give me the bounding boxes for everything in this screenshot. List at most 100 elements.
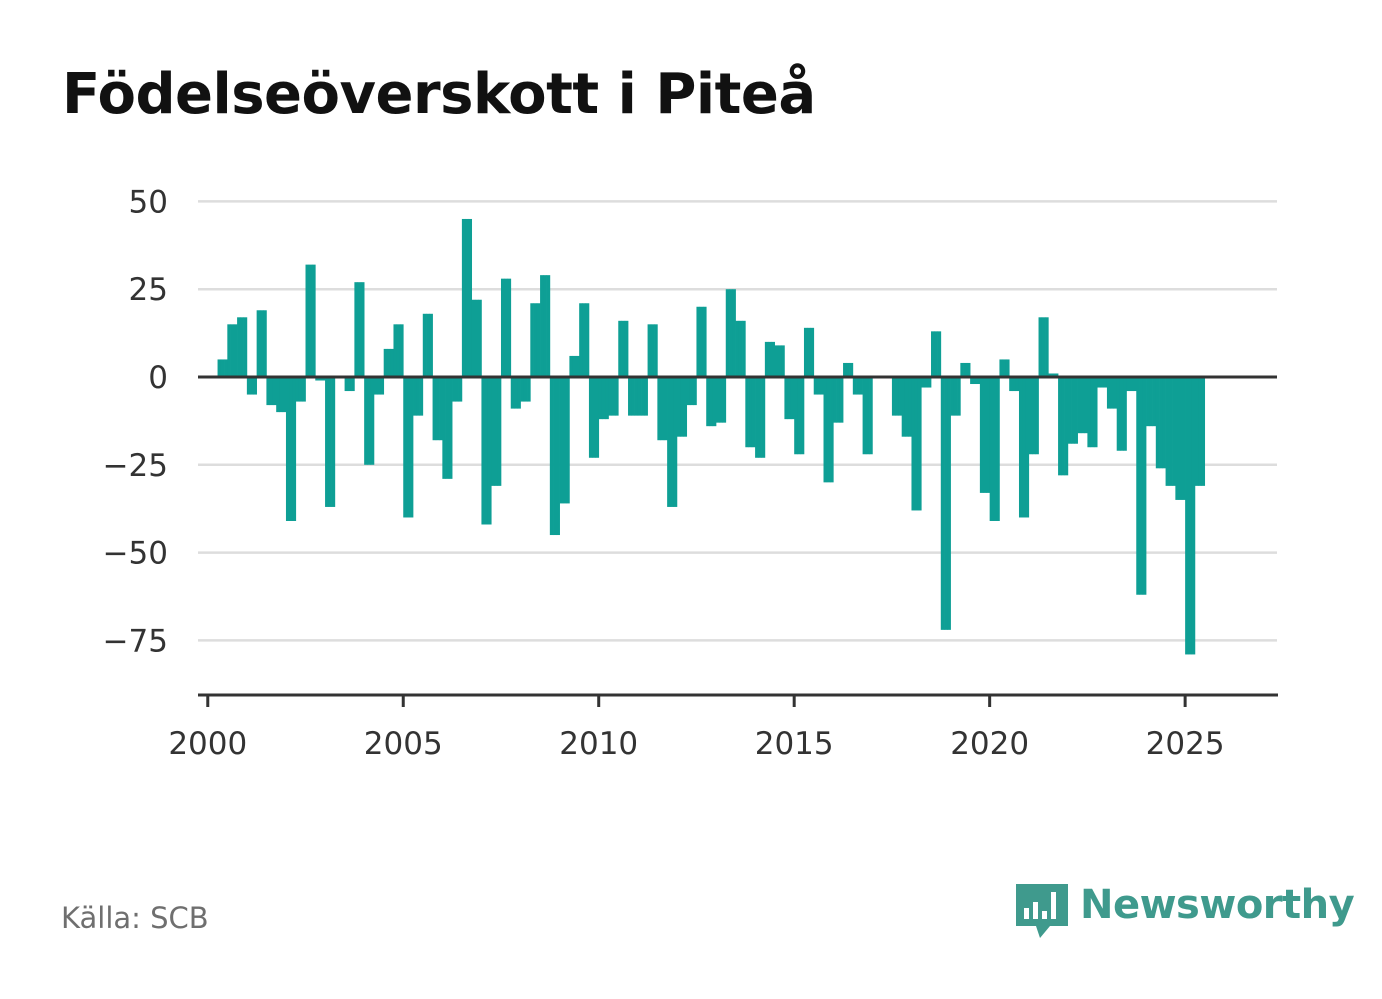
bar: [615, 377, 619, 416]
bar: [647, 324, 652, 377]
bar: [1032, 377, 1036, 455]
bar: [357, 282, 362, 377]
bar: [689, 377, 694, 406]
bar: [540, 275, 544, 377]
bar: [1185, 377, 1189, 655]
bar: [491, 377, 495, 486]
bar: [911, 377, 916, 511]
bar: [1035, 377, 1039, 455]
bar: [1106, 377, 1111, 409]
bar: [1126, 377, 1131, 392]
bar: [979, 377, 984, 493]
bar: [644, 377, 648, 416]
bar: [628, 377, 632, 416]
bar: [1048, 373, 1052, 377]
bar: [569, 355, 573, 377]
bar: [771, 341, 775, 377]
bar: [406, 377, 411, 518]
bar: [481, 377, 486, 525]
bar: [725, 289, 730, 377]
bar: [1002, 359, 1007, 377]
bar: [1087, 377, 1091, 448]
bar: [608, 377, 613, 416]
bar: [514, 377, 518, 409]
bar: [803, 327, 808, 377]
bar: [1012, 377, 1017, 392]
x-tick-label: 2005: [364, 726, 443, 762]
bar: [403, 377, 407, 518]
bar: [1071, 377, 1075, 444]
bar: [973, 377, 977, 385]
bar: [455, 377, 459, 402]
bar: [1054, 373, 1059, 377]
bar: [507, 278, 512, 377]
bar: [1038, 317, 1043, 377]
x-tick-label: 2000: [168, 726, 247, 762]
bar: [966, 362, 971, 377]
bar: [937, 331, 942, 377]
bar: [748, 377, 753, 448]
bar: [530, 303, 534, 377]
bar: [667, 377, 671, 507]
bar: [670, 377, 674, 507]
bar: [1061, 377, 1065, 476]
bar: [601, 377, 606, 420]
bar: [575, 355, 580, 377]
bar: [856, 377, 860, 395]
bar: [504, 278, 508, 377]
bar: [869, 377, 873, 455]
bar: [546, 275, 551, 377]
bar: [543, 275, 547, 377]
bar: [227, 324, 231, 377]
bar: [1178, 377, 1183, 500]
bar: [305, 264, 310, 377]
bar: [237, 317, 241, 377]
bar: [426, 313, 430, 377]
bar: [351, 377, 355, 392]
bar: [940, 377, 945, 630]
bar: [1064, 377, 1069, 476]
bar: [712, 377, 717, 427]
bar: [768, 341, 772, 377]
bar: [891, 377, 896, 416]
bar: [377, 377, 381, 395]
bar: [224, 359, 228, 377]
bar: [1168, 377, 1173, 486]
bar: [1119, 377, 1124, 451]
bar: [582, 303, 587, 377]
bar: [497, 377, 502, 486]
bar: [970, 377, 974, 385]
bar: [862, 377, 867, 455]
bar: [1015, 377, 1020, 392]
bar: [595, 377, 600, 458]
bar: [452, 377, 456, 402]
bar: [826, 377, 831, 483]
bar: [1103, 377, 1108, 388]
bar: [745, 377, 749, 448]
bar: [660, 377, 665, 441]
bar: [566, 377, 570, 504]
bar: [999, 359, 1004, 377]
bar: [702, 306, 707, 377]
bar: [484, 377, 489, 525]
bar: [676, 377, 681, 437]
bar: [683, 377, 688, 437]
bar: [1129, 377, 1134, 392]
bar: [953, 377, 958, 416]
bar: [523, 377, 528, 402]
bar: [233, 324, 238, 377]
bar: [1152, 377, 1157, 427]
bar: [246, 377, 251, 395]
bar: [1090, 377, 1095, 448]
bar: [1198, 377, 1202, 486]
bar: [429, 313, 433, 377]
bar: [895, 377, 899, 416]
bar: [1005, 359, 1010, 377]
bar: [654, 324, 658, 377]
bar: [989, 377, 994, 521]
bar: [285, 377, 290, 521]
bar: [367, 377, 372, 465]
bar: [1022, 377, 1026, 518]
bar: [898, 377, 903, 416]
bar: [865, 377, 870, 455]
